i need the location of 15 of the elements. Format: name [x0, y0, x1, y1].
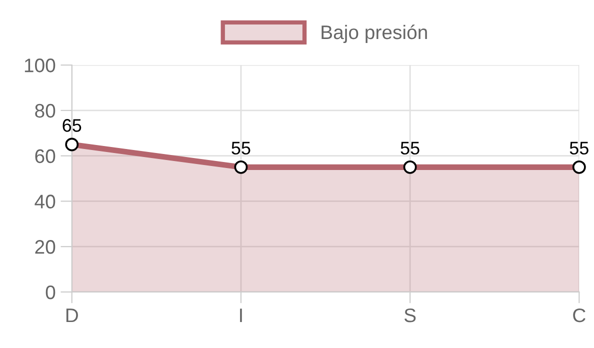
y-tick-label: 80	[35, 104, 56, 118]
y-tick-label: 0	[46, 285, 56, 300]
y-tick-label: 20	[35, 240, 56, 254]
data-label: 55	[570, 142, 588, 155]
x-tick-label: S	[404, 308, 416, 322]
y-tick-label: 60	[35, 149, 56, 164]
data-label: 55	[400, 142, 420, 155]
x-tick-label: I	[240, 308, 242, 322]
data-label: 65	[62, 119, 82, 132]
data-label: 55	[232, 142, 250, 155]
y-tick-label: 100	[24, 58, 56, 72]
x-tick-label: C	[573, 308, 586, 322]
legend-label: Bajo presión	[322, 24, 427, 44]
y-tick-label: 40	[34, 194, 56, 208]
x-tick-label: D	[66, 308, 78, 322]
